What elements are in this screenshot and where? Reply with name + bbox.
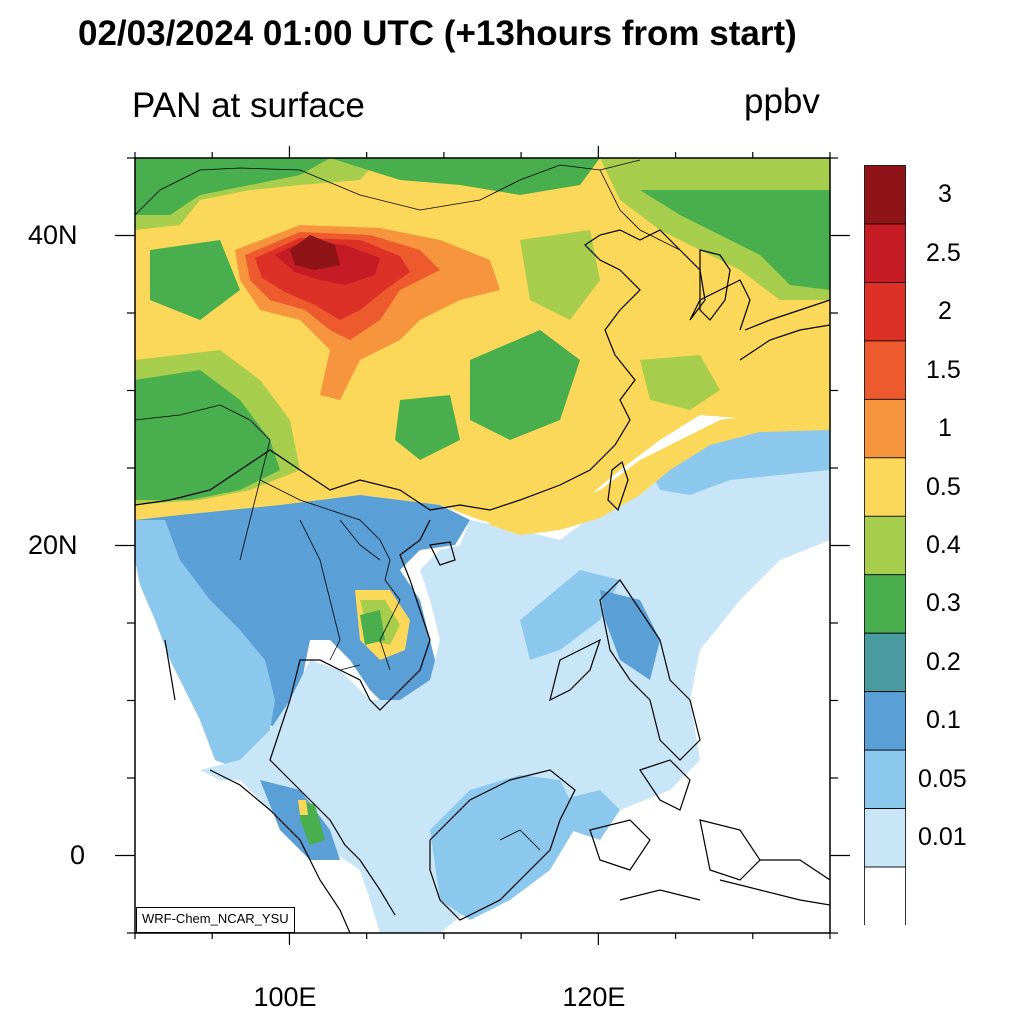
country-borders [135, 159, 681, 851]
variable-label: PAN at surface [132, 86, 365, 125]
colorbar-box [864, 340, 906, 400]
colorbar-level-label: 0.5 [926, 472, 961, 501]
colorbar-level-label: 2.5 [926, 238, 961, 267]
colorbar-level-label: 0.2 [926, 647, 961, 676]
colorbar-box [864, 515, 906, 576]
colorbar-level-label: 1.5 [926, 355, 961, 384]
lon-label-120e: 120E [562, 982, 626, 1012]
units-label: ppbv [744, 82, 820, 121]
colorbar-level-label: 1 [938, 414, 952, 443]
axis-ticks [115, 146, 850, 945]
colorbar-box [864, 866, 906, 925]
colorbar-box [864, 223, 906, 283]
coastlines [135, 229, 830, 933]
colorbar-box [864, 749, 906, 809]
colorbar-level-label: 0.1 [926, 706, 961, 735]
colorbar-box [864, 457, 906, 517]
colorbar-level-label: 2 [938, 297, 952, 326]
lat-label-0: 0 [70, 839, 86, 870]
colorbar-box [864, 282, 906, 342]
colorbar-box [864, 398, 906, 459]
colorbar-box [864, 632, 906, 693]
lat-label-40n: 40N [28, 219, 78, 250]
colorbar-level-label: 0.3 [926, 589, 961, 618]
colorbar-box [864, 808, 906, 868]
colorbar-level-label: 0.05 [918, 764, 967, 793]
model-credit-label: WRF-Chem_NCAR_YSU [136, 907, 295, 933]
lon-label-100e: 100E [253, 982, 317, 1012]
colorbar-box [864, 691, 906, 751]
colorbar-box [864, 165, 906, 225]
colorbar [864, 165, 906, 925]
colorbar-level-label: 0.01 [918, 823, 967, 852]
colorbar-level-label: 0.4 [926, 531, 961, 559]
concentration-field [135, 158, 830, 933]
lat-label-20n: 20N [28, 529, 78, 560]
colorbar-box [864, 574, 906, 634]
colorbar-level-label: 3 [938, 180, 952, 209]
